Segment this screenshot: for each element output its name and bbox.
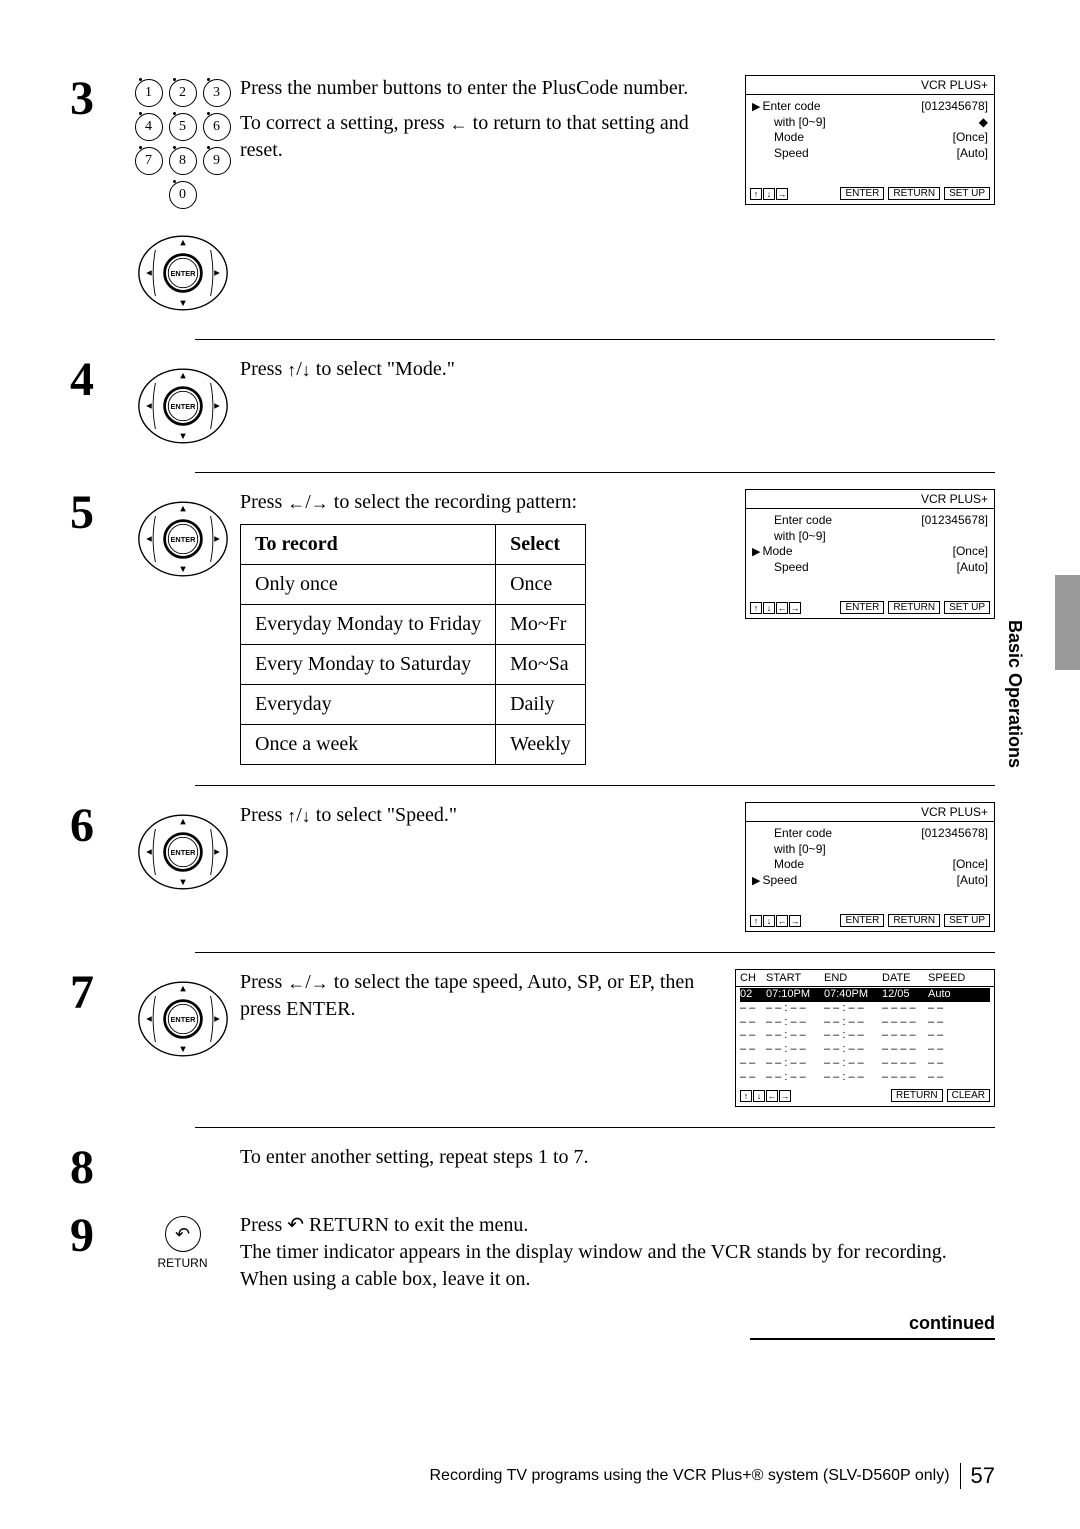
svg-text:ENTER: ENTER — [170, 1015, 196, 1024]
step-9: 9 ↶ RETURN Press ↶ RETURN to exit the me… — [70, 1212, 995, 1293]
step-number: 5 — [70, 489, 125, 765]
key-7: 7 — [135, 147, 163, 175]
left-arrow-icon: ← — [287, 971, 305, 995]
continued-label: continued — [70, 1313, 995, 1334]
key-0: 0 — [169, 181, 197, 209]
up-arrow-icon: ↑ — [287, 804, 296, 828]
timer-row: 0207:10PM07:40PM12/05Auto — [740, 988, 990, 1002]
timer-row: – –– – : – –– – : – –– – – –– – — [740, 1029, 990, 1043]
step-4: 4 ENTER Press ↑/↓ to select "Mode." — [70, 356, 995, 452]
step-text: Press ↑/↓ to select "Speed." — [240, 802, 745, 932]
step-text: Press the number buttons to enter the Pl… — [240, 75, 745, 319]
vcr-screen: VCR PLUS+ Enter code[012345678] with [0~… — [745, 802, 995, 932]
vcr-screen: VCR PLUS+ Enter code[012345678] with [0~… — [745, 489, 995, 619]
key-6: 6 — [203, 113, 231, 141]
step-8: 8 To enter another setting, repeat steps… — [70, 1144, 995, 1192]
key-8: 8 — [169, 147, 197, 175]
svg-text:ENTER: ENTER — [170, 535, 196, 544]
recording-pattern-table: To recordSelect Only onceOnce Everyday M… — [240, 524, 586, 765]
timer-row: – –– – : – –– – : – –– – – –– – — [740, 1002, 990, 1016]
step-number: 9 — [70, 1212, 125, 1293]
dpad-icon: ENTER — [137, 227, 229, 319]
left-arrow-icon: ← — [450, 112, 468, 136]
section-tab: Basic Operations — [1004, 620, 1025, 768]
dpad-icon: ENTER — [137, 806, 229, 898]
step-7: 7 ENTER Press ←/→ to select the tape spe… — [70, 969, 995, 1107]
right-arrow-icon: → — [311, 971, 329, 995]
up-arrow-icon: ↑ — [287, 358, 296, 382]
step-number: 3 — [70, 75, 125, 319]
step-6: 6 ENTER Press ↑/↓ to select "Speed." VCR… — [70, 802, 995, 932]
down-arrow-icon: ↓ — [302, 804, 311, 828]
key-9: 9 — [203, 147, 231, 175]
step-number: 7 — [70, 969, 125, 1107]
step-number: 6 — [70, 802, 125, 932]
key-5: 5 — [169, 113, 197, 141]
svg-text:ENTER: ENTER — [170, 402, 196, 411]
timer-row: – –– – : – –– – : – –– – – –– – — [740, 1016, 990, 1030]
down-arrow-icon: ↓ — [302, 358, 311, 382]
return-button-icon: ↶ — [165, 1216, 201, 1252]
step-text: Press ↶ RETURN to exit the menu. The tim… — [240, 1212, 995, 1293]
step-5: 5 ENTER Press ←/→ to select the recordin… — [70, 489, 995, 765]
key-1: 1 — [135, 79, 163, 107]
key-2: 2 — [169, 79, 197, 107]
svg-text:ENTER: ENTER — [170, 848, 196, 857]
step-text: To enter another setting, repeat steps 1… — [240, 1144, 995, 1192]
keypad-icon: 1 2 3 4 5 6 7 8 9 0 ENTER — [125, 75, 240, 319]
return-icon: ↶ — [287, 1214, 304, 1236]
timer-screen: CHSTARTENDDATESPEED 0207:10PM07:40PM12/0… — [735, 969, 995, 1107]
dpad-icon: ENTER — [137, 360, 229, 452]
step-number: 8 — [70, 1144, 125, 1192]
right-arrow-icon: → — [311, 491, 329, 515]
step-3: 3 1 2 3 4 5 6 7 8 9 0 ENTER Press the nu… — [70, 75, 995, 319]
timer-row: – –– – : – –– – : – –– – – –– – — [740, 1043, 990, 1057]
timer-row: – –– – : – –– – : – –– – – –– – — [740, 1057, 990, 1071]
return-label: RETURN — [158, 1256, 208, 1270]
footer-text: Recording TV programs using the VCR Plus… — [430, 1467, 950, 1485]
dpad-icon: ENTER — [137, 493, 229, 585]
side-indicator-bar — [1055, 575, 1080, 670]
step-text: Press ↑/↓ to select "Mode." — [240, 356, 745, 452]
timer-row: – –– – : – –– – : – –– – – –– – — [740, 1071, 990, 1085]
step-text: Press ←/→ to select the recording patter… — [240, 489, 745, 765]
key-4: 4 — [135, 113, 163, 141]
page-footer: Recording TV programs using the VCR Plus… — [70, 1463, 995, 1489]
key-3: 3 — [203, 79, 231, 107]
left-arrow-icon: ← — [287, 491, 305, 515]
dpad-icon: ENTER — [137, 973, 229, 1065]
step-text: Press ←/→ to select the tape speed, Auto… — [240, 969, 735, 1107]
vcr-screen: VCR PLUS+ ▶Enter code[012345678] with [0… — [745, 75, 995, 205]
page-number: 57 — [960, 1463, 995, 1489]
svg-text:ENTER: ENTER — [170, 269, 196, 278]
step-number: 4 — [70, 356, 125, 452]
